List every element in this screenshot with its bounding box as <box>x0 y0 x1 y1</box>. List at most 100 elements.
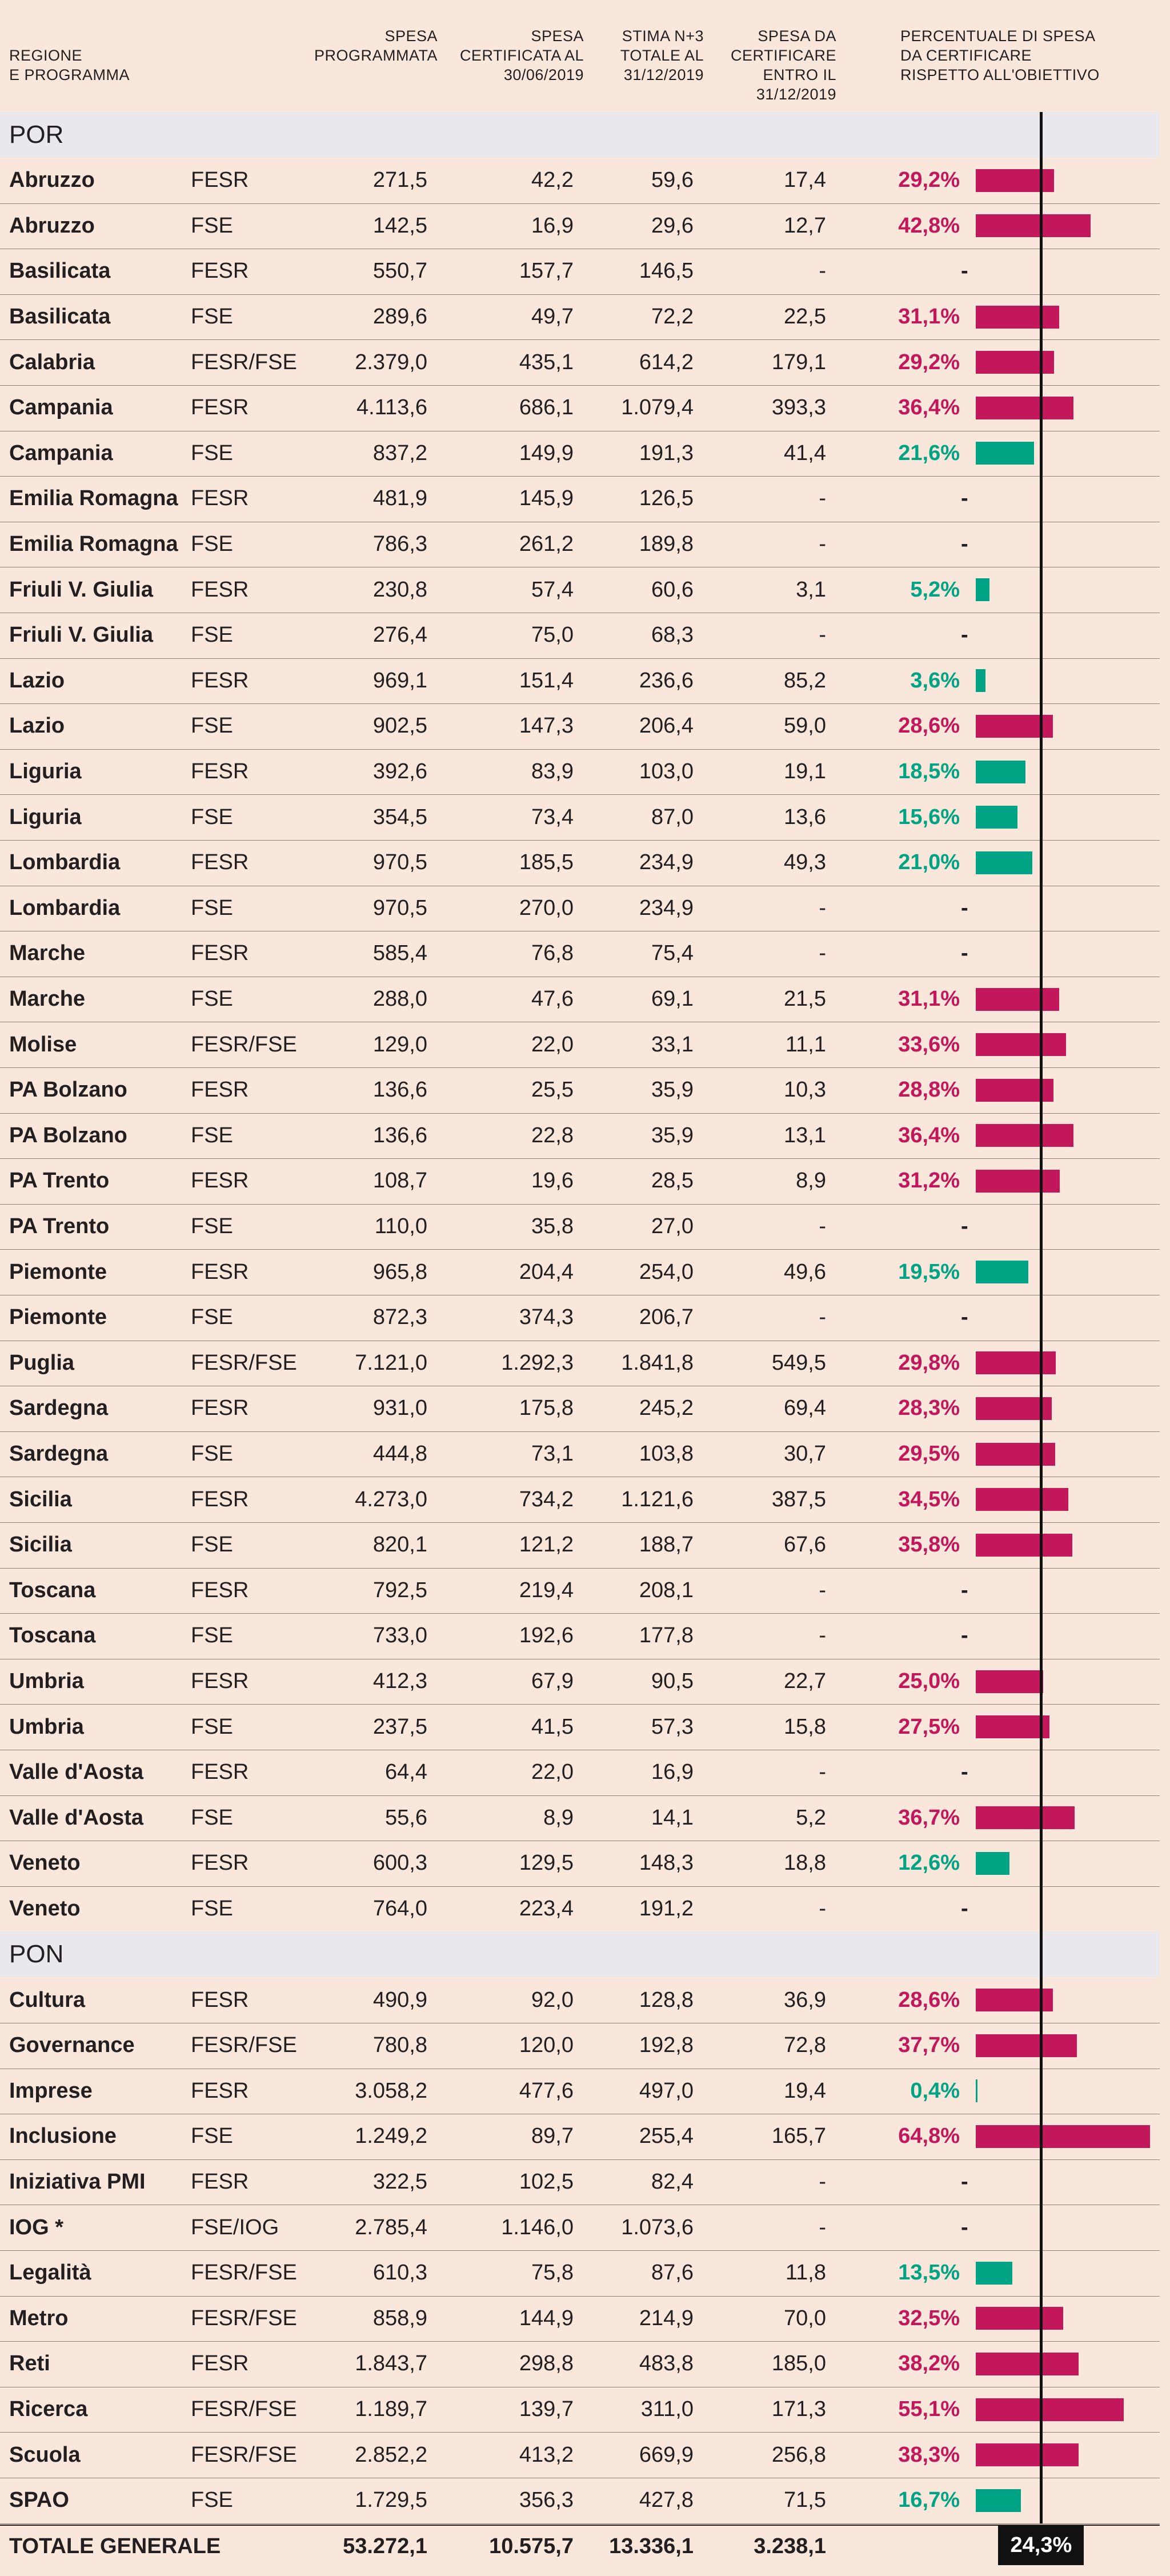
table-row: Inclusione FSE 1.249,2 89,7 255,4 165,7 64,8% <box>0 2114 1160 2160</box>
table-row: Sardegna FESR 931,0 175,8 245,2 69,4 28,3% <box>0 1386 1160 1432</box>
value-stima: 483,8 <box>639 2351 694 2376</box>
header-line: SPESA <box>384 27 438 45</box>
program-type: FSE <box>191 987 233 1011</box>
percentage-bar <box>976 1670 1043 1693</box>
value-spesa: 970,5 <box>372 895 427 920</box>
value-cert: 261,2 <box>519 532 574 557</box>
no-value-dash: - <box>961 623 968 647</box>
header-line: SPESA DA <box>758 27 836 45</box>
value-cert: 41,5 <box>531 1714 574 1739</box>
percentage-bar <box>976 1169 1060 1193</box>
percentage-label: 55,1% <box>898 2397 960 2422</box>
table-row: Friuli V. Giulia FESR 230,8 57,4 60,6 3,1 5,2% <box>0 567 1160 613</box>
table-row: Sicilia FSE 820,1 121,2 188,7 67,6 35,8% <box>0 1522 1160 1569</box>
table-row: Marche FESR 585,4 76,8 75,4 - - <box>0 931 1160 977</box>
value-cert: 157,7 <box>519 259 574 283</box>
region-name: Veneto <box>9 1897 81 1921</box>
section-label: PON <box>9 1940 64 1969</box>
no-value-dash: - <box>961 2170 968 2194</box>
value-da-cert: - <box>819 941 826 966</box>
table-row: Ricerca FESR/FSE 1.189,7 139,7 311,0 171,3 55,… <box>0 2387 1160 2433</box>
no-value-dash: - <box>961 941 968 966</box>
percentage-bar <box>976 1715 1050 1739</box>
table-row: Toscana FSE 733,0 192,6 177,8 - - <box>0 1613 1160 1659</box>
percentage-bar <box>976 714 1053 738</box>
value-stima: 427,8 <box>639 2488 694 2513</box>
value-spesa: 837,2 <box>372 441 427 465</box>
value-spesa: 585,4 <box>372 941 427 966</box>
program-type: FESR <box>191 2170 249 2194</box>
header-spesa-programmata: SPESA PROGRAMMATA <box>314 26 438 65</box>
percentage-label: 21,6% <box>898 441 960 465</box>
percentage-label: 38,3% <box>898 2442 960 2467</box>
value-da-cert: 387,5 <box>771 1487 826 1511</box>
value-cert: 129,5 <box>519 1851 574 1875</box>
no-value-dash: - <box>961 1760 968 1785</box>
table-row: Valle d'Aosta FESR 64,4 22,0 16,9 - - <box>0 1750 1160 1796</box>
region-name: Calabria <box>9 350 95 374</box>
percentage-bar <box>976 305 1060 329</box>
value-da-cert: - <box>819 1214 826 1239</box>
value-stima: 57,3 <box>651 1714 694 1739</box>
value-stima: 35,9 <box>651 1123 694 1147</box>
value-stima: 82,4 <box>651 2170 694 2194</box>
value-da-cert: 49,3 <box>784 850 826 875</box>
value-cert: 204,4 <box>519 1259 574 1284</box>
percentage-label: 36,4% <box>898 1123 960 1147</box>
percentage-label: 27,5% <box>898 1714 960 1739</box>
value-stima: 87,0 <box>651 805 694 829</box>
value-spesa: 136,6 <box>372 1078 427 1102</box>
value-da-cert: - <box>819 1305 826 1330</box>
region-name: PA Bolzano <box>9 1123 127 1147</box>
percentage-bar <box>976 2261 1012 2285</box>
value-spesa: 136,6 <box>372 1123 427 1147</box>
value-spesa: 786,3 <box>372 532 427 557</box>
program-type: FESR <box>191 668 249 693</box>
program-type: FESR <box>191 486 249 511</box>
program-type: FSE <box>191 1305 233 1330</box>
value-da-cert: 19,1 <box>784 759 826 784</box>
percentage-label: 36,7% <box>898 1805 960 1830</box>
value-spesa: 142,5 <box>372 213 427 238</box>
value-da-cert: 179,1 <box>771 350 826 374</box>
table-row: Molise FESR/FSE 129,0 22,0 33,1 11,1 33,6% <box>0 1022 1160 1068</box>
value-cert: 219,4 <box>519 1578 574 1602</box>
program-type: FESR/FSE <box>191 2306 297 2330</box>
table-row: Lazio FSE 902,5 147,3 206,4 59,0 28,6% <box>0 703 1160 750</box>
program-type: FESR <box>191 259 249 283</box>
table-row: Veneto FESR 600,3 129,5 148,3 18,8 12,6% <box>0 1841 1160 1887</box>
header-spesa-certificata: SPESA CERTIFICATA AL 30/06/2019 <box>460 26 584 85</box>
value-stima: 60,6 <box>651 577 694 602</box>
region-name: Emilia Romagna <box>9 486 178 511</box>
region-name: Iniziativa PMI <box>9 2170 146 2194</box>
header-line: PROGRAMMATA <box>314 47 438 64</box>
header-line: SPESA <box>531 27 584 45</box>
header-line: REGIONE <box>9 47 83 64</box>
no-value-dash: - <box>961 1578 968 1602</box>
program-type: FESR <box>191 1396 249 1421</box>
region-name: Toscana <box>9 1578 96 1602</box>
value-da-cert: 12,7 <box>784 213 826 238</box>
percentage-label: 3,6% <box>910 668 960 693</box>
percentage-label: 37,7% <box>898 2033 960 2058</box>
value-cert: 73,4 <box>531 805 574 829</box>
region-name: Marche <box>9 987 86 1011</box>
value-da-cert: - <box>819 1897 826 1921</box>
percentage-bar <box>976 806 1018 829</box>
value-cert: 734,2 <box>519 1487 574 1511</box>
value-stima: 177,8 <box>639 1623 694 1648</box>
program-type: FESR/FSE <box>191 1032 297 1057</box>
program-type: FESR <box>191 1669 249 1694</box>
value-da-cert: 3,1 <box>796 577 826 602</box>
value-da-cert: 256,8 <box>771 2442 826 2467</box>
value-da-cert: 13,1 <box>784 1123 826 1147</box>
value-da-cert: 72,8 <box>784 2033 826 2058</box>
value-spesa: 820,1 <box>372 1533 427 1557</box>
value-stima: 126,5 <box>639 486 694 511</box>
value-spesa: 288,0 <box>372 987 427 1011</box>
value-spesa: 237,5 <box>372 1714 427 1739</box>
value-stima: 1.079,4 <box>621 395 694 420</box>
percentage-bar <box>976 2489 1021 2512</box>
program-type: FESR <box>191 1578 249 1602</box>
value-cert: 76,8 <box>531 941 574 966</box>
